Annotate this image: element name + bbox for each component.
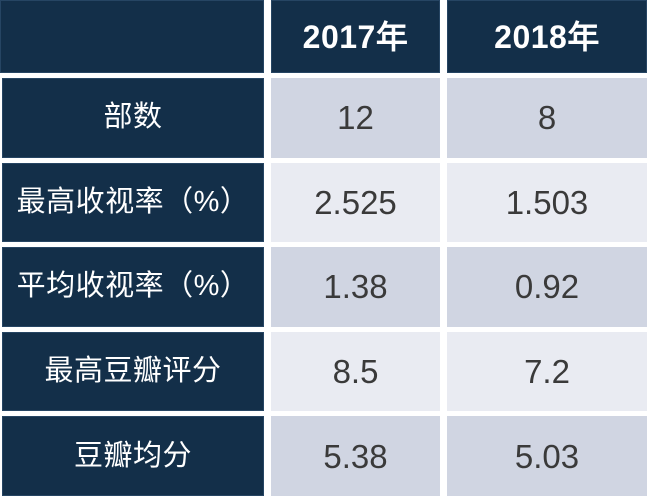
row-label-count: 部数 (2, 78, 264, 158)
value-cell-avg-douban-2018: 5.03 (447, 416, 647, 496)
value-cell-avg-rating-2018: 0.92 (447, 247, 647, 327)
row-label-avg-douban: 豆瓣均分 (2, 416, 264, 496)
value-cell-max-rating-2018: 1.503 (447, 162, 647, 243)
value-cell-avg-rating-2017: 1.38 (271, 247, 440, 327)
value-cell-max-douban-2018: 7.2 (447, 331, 647, 412)
row-label-max-rating: 最高收视率（%） (2, 162, 264, 243)
value-cell-count-2017: 12 (271, 78, 440, 158)
corner-cell (0, 0, 264, 73)
value-cell-count-2018: 8 (447, 78, 647, 158)
value-cell-max-douban-2017: 8.5 (271, 331, 440, 412)
value-cell-max-rating-2017: 2.525 (271, 162, 440, 243)
value-cell-avg-douban-2017: 5.38 (271, 416, 440, 496)
row-label-avg-rating: 平均收视率（%） (2, 247, 264, 327)
column-header-2017: 2017年 (271, 0, 440, 73)
row-label-max-douban: 最高豆瓣评分 (2, 331, 264, 412)
column-header-2018: 2018年 (447, 0, 647, 73)
